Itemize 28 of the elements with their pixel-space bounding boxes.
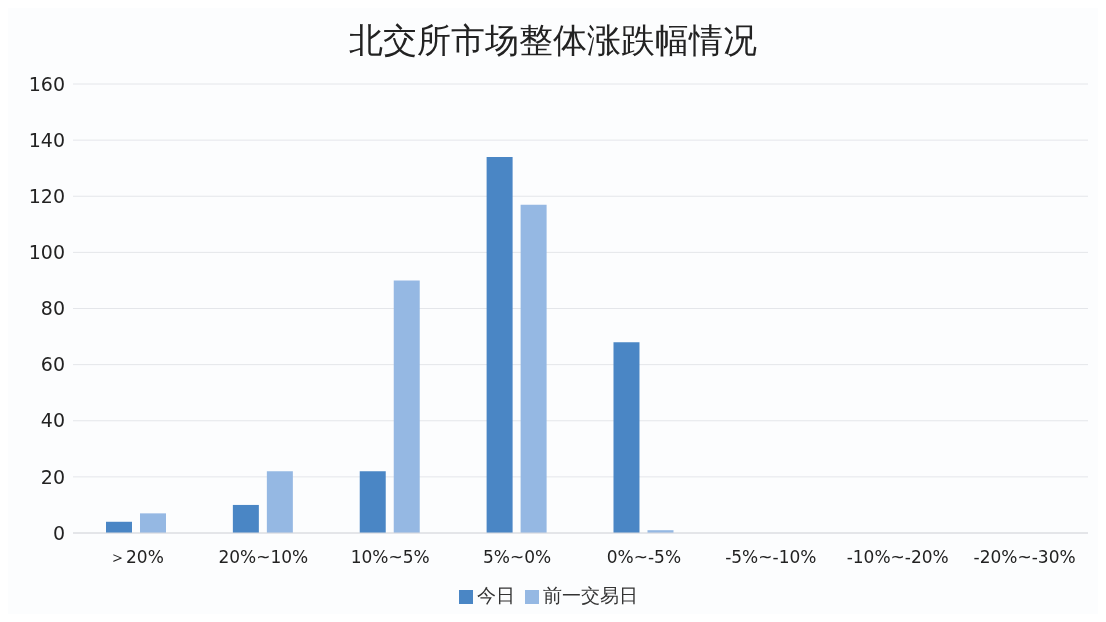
y-tick-label: 100 [28,241,65,264]
x-tick-label: -10%~-20% [846,547,949,568]
x-tick-label: 10%~5% [350,547,430,568]
bar [486,156,513,533]
x-tick-label: -5%~-10% [725,547,817,568]
bar [393,280,420,533]
legend-label: 前一交易日 [542,584,638,606]
y-tick-label: 160 [28,72,65,95]
bar [613,342,640,533]
x-tick-label: ＞20% [109,547,164,568]
y-tick-label: 80 [40,297,65,320]
bar [266,471,293,533]
x-tick-label: 0%~-5% [606,547,682,568]
y-tick-label: 20 [40,465,65,488]
y-tick-label: 120 [28,184,65,207]
y-tick-label: 140 [28,128,65,151]
y-tick-label: 60 [40,353,65,376]
bar [139,513,166,533]
bar [359,471,386,533]
chart-title: 北交所市场整体涨跌幅情况 [348,19,758,62]
bar [232,504,259,533]
y-tick-label: 0 [52,521,65,544]
legend-label: 今日 [476,584,515,606]
x-tick-label: 5%~0% [482,547,552,568]
x-tick-label: 20%~10% [218,547,309,568]
x-tick-label: -20%~-30% [973,547,1076,568]
bar [520,204,547,533]
y-tick-label: 40 [40,409,65,432]
